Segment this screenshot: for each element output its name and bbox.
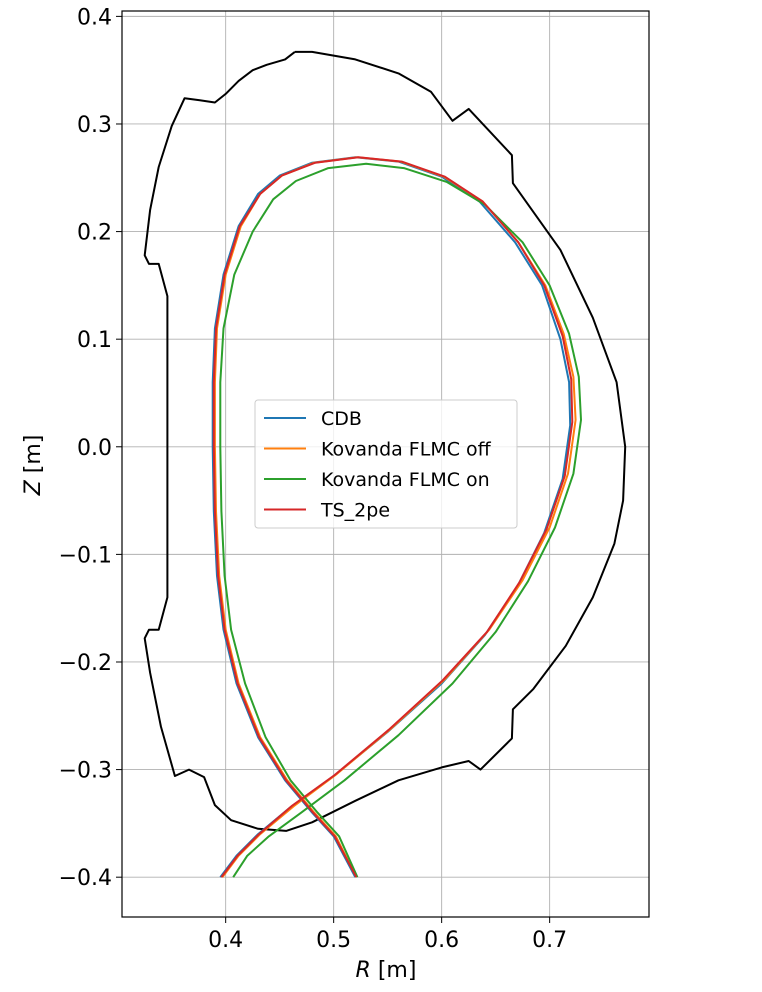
y-tick-label: 0.1 [77, 328, 112, 353]
y-tick-label: −0.3 [59, 759, 112, 784]
series-line-2 [219, 162, 582, 878]
y-tick-label: 0.0 [77, 436, 112, 461]
legend-label: TS_2pe [320, 500, 390, 522]
legend-label: Kovanda FLMC off [321, 439, 492, 461]
y-axis-label: Z [m] [21, 435, 46, 497]
vessel-wall-line [143, 50, 627, 832]
plot-frame [121, 10, 650, 918]
legend-label: Kovanda FLMC on [321, 469, 490, 491]
legend: CDB Kovanda FLMC off Kovanda FLMC on TS_2pe [254, 399, 518, 529]
y-tick-label: 0.4 [77, 5, 112, 30]
series-line-3 [212, 156, 574, 878]
series-layer [211, 156, 582, 878]
grid-lines [122, 11, 649, 917]
vessel-wall-layer [143, 50, 627, 832]
x-tick-label: 0.5 [316, 928, 351, 953]
y-tick-label: −0.1 [59, 543, 112, 568]
y-tick-label: 0.3 [77, 113, 112, 138]
axis-ticks: 0.4 0.5 0.6 0.7 0.4 0.3 0.2 0.1 0.0 −0.1 −0.2 −0.3 −… [59, 5, 568, 953]
x-axis-label: R [m] [356, 958, 417, 983]
x-tick-label: 0.7 [532, 928, 567, 953]
legend-label: CDB [321, 408, 362, 430]
y-tick-label: −0.2 [59, 651, 112, 676]
legend-box [254, 399, 518, 529]
x-tick-label: 0.6 [424, 928, 459, 953]
y-tick-label: 0.2 [77, 221, 112, 246]
x-tick-label: 0.4 [208, 928, 243, 953]
y-tick-label: −0.4 [59, 866, 112, 891]
